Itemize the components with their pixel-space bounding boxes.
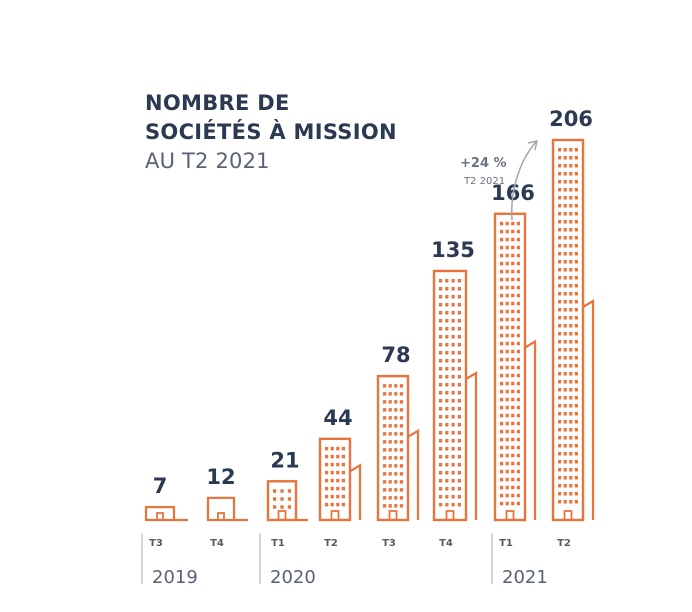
- growth-annotation-sub: T2 2021: [463, 176, 505, 187]
- growth-arrow: [511, 141, 537, 221]
- quarter-label: T3: [149, 538, 163, 549]
- bar: [266, 480, 308, 522]
- growth-annotation: +24 %: [460, 156, 507, 171]
- value-label: 206: [549, 107, 593, 131]
- bar: [318, 437, 362, 522]
- year-label: 2019: [152, 567, 198, 588]
- year-labels-group: 2019 2020 2021: [141, 533, 548, 588]
- year-label: 2021: [502, 567, 548, 588]
- bar: [376, 374, 420, 522]
- quarter-label: T2: [557, 538, 571, 549]
- value-label: 135: [431, 238, 475, 262]
- quarter-label: T1: [271, 538, 285, 549]
- value-label: 12: [206, 465, 235, 489]
- bar: [432, 269, 478, 522]
- chart-subtitle: AU T2 2021: [145, 149, 270, 173]
- value-label: 44: [323, 406, 352, 430]
- bars-group: [144, 138, 595, 522]
- growth-arrow-head: [527, 140, 538, 151]
- value-label: 21: [270, 448, 299, 472]
- quarter-label: T1: [499, 538, 513, 549]
- chart-title-line-1: NOMBRE DE: [145, 91, 290, 115]
- quarter-labels-group: T3 T4 T1 T2 T3 T4 T1 T2: [149, 538, 571, 549]
- value-label: 78: [381, 343, 410, 367]
- quarter-label: T4: [439, 538, 453, 549]
- bar: [144, 505, 188, 522]
- bar: [493, 212, 537, 522]
- quarter-label: T2: [324, 538, 338, 549]
- bar: [551, 138, 595, 522]
- bar: [206, 496, 248, 522]
- year-label: 2020: [270, 567, 316, 588]
- quarter-label: T4: [210, 538, 224, 549]
- chart-title-line-2: SOCIÉTÉS À MISSION: [145, 119, 397, 144]
- quarter-label: T3: [382, 538, 396, 549]
- value-label: 7: [153, 474, 168, 498]
